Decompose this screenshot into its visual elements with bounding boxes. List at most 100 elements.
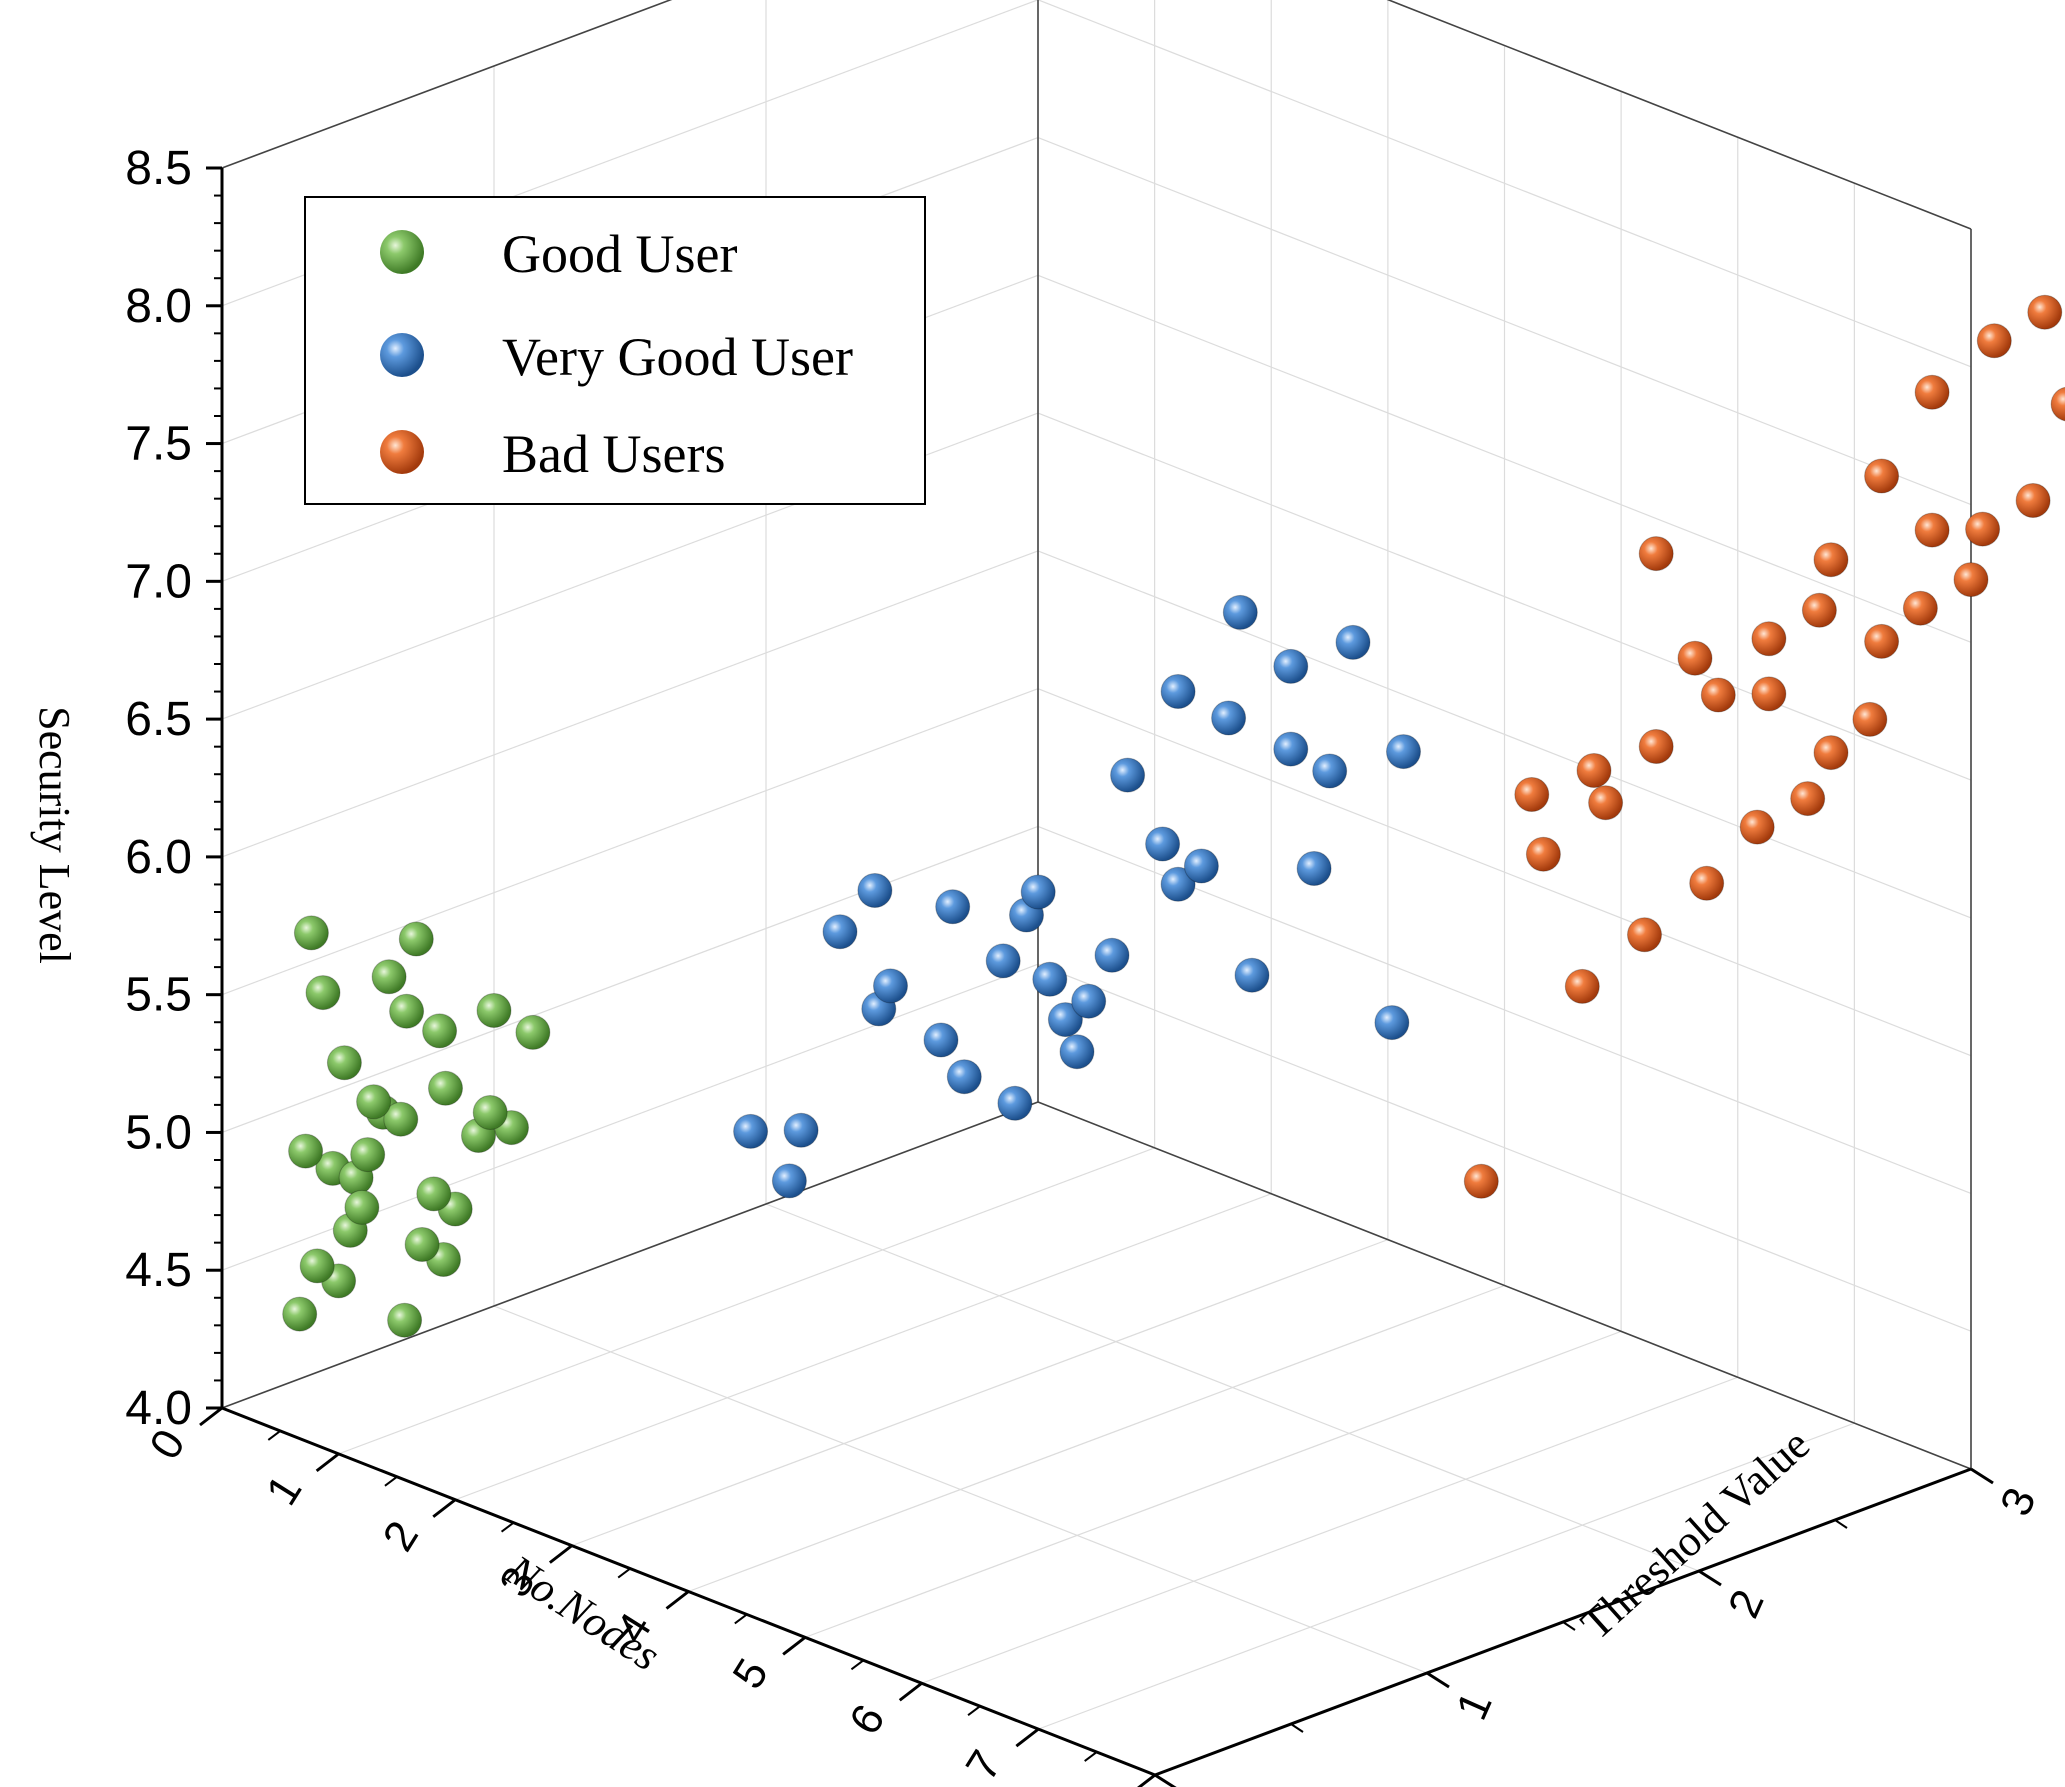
very-good-user-point [1071, 983, 1107, 1019]
bad-users-point [1801, 592, 1837, 628]
bad-users-point [1864, 623, 1900, 659]
bad-users-point [1564, 968, 1600, 1004]
good-user-point [515, 1014, 551, 1050]
gridline-floor-x [1038, 1422, 1855, 1730]
gridline-floor-y [765, 1203, 1700, 1572]
very-good-user-point [1094, 937, 1130, 973]
gridline-left-wall-z [221, 0, 672, 169]
good-user-point [288, 1133, 324, 1169]
very-good-user-point [1032, 961, 1068, 997]
y-major-tick [1970, 1467, 1994, 1485]
legend: Good User Very Good User Bad Users [304, 196, 926, 505]
good-user-point [305, 975, 341, 1011]
gridline-floor-y [493, 1305, 1428, 1674]
bad-users-point [2027, 294, 2063, 330]
bad-users-point [1739, 809, 1775, 845]
x-minor-tick [967, 1705, 981, 1716]
bad-users-point [1953, 562, 1989, 598]
good-user-point [356, 1084, 392, 1120]
gridline-floor-x [804, 1330, 1622, 1638]
very-good-user-point [1222, 594, 1258, 630]
x-tick-label: 5 [723, 1650, 778, 1697]
very-good-user-point [1374, 1005, 1410, 1041]
bad-users-point [1751, 676, 1787, 712]
y-tick-label: 1 [1447, 1685, 1502, 1727]
good-user-point [299, 1248, 335, 1284]
gridline-right-wall-z [1037, 0, 1972, 368]
z-tick-label: 5.5 [125, 969, 192, 1022]
bad-users-point [1700, 677, 1736, 713]
very-good-user-point [1047, 1002, 1083, 1038]
very-good-user-point [1273, 648, 1309, 684]
very-good-user-point [985, 943, 1021, 979]
good-user-point [371, 959, 407, 995]
gridline-floor-x [571, 1239, 1389, 1547]
y-minor-tick [1562, 1621, 1576, 1631]
very-good-user-point [1145, 826, 1181, 862]
z-tick-label: 6.0 [125, 831, 192, 884]
z-tick-label: 5.0 [125, 1106, 192, 1159]
very-good-user-point [1020, 874, 1056, 910]
frame-top-right [1386, 0, 1972, 230]
x-minor-tick [617, 1567, 631, 1579]
y-major-tick [1698, 1569, 1722, 1587]
legend-marker-very-good-user [380, 333, 424, 377]
good-user-point [387, 1302, 423, 1338]
x-minor-tick [734, 1613, 748, 1625]
bad-users-point [1638, 536, 1674, 572]
bad-users-point [1813, 542, 1849, 578]
bad-users-point [2050, 386, 2065, 422]
bad-users-point [1525, 836, 1561, 872]
very-good-user-point [733, 1113, 769, 1149]
gridline-right-wall-z [1037, 963, 1972, 1332]
bad-users-point [1914, 374, 1950, 410]
bad-users-point [1463, 1163, 1499, 1199]
very-good-user-point [1312, 753, 1348, 789]
x-major-tick [782, 1636, 807, 1656]
bad-users-point [1976, 323, 2012, 359]
bad-users-point [1965, 511, 2001, 547]
y-axis-label: Threshold Value [1572, 1419, 1819, 1649]
very-good-user-point [771, 1163, 807, 1199]
very-good-user-point [923, 1022, 959, 1058]
gridline-right-wall-z [1037, 412, 1972, 781]
x-minor-tick [267, 1430, 281, 1441]
z-tick-label: 4.0 [125, 1382, 192, 1435]
x-minor-tick [500, 1521, 515, 1533]
x-tick-label: 6 [840, 1696, 895, 1743]
gridline-left-wall-z [221, 825, 1039, 1134]
very-good-user-point [873, 968, 908, 1004]
x-major-tick [665, 1590, 690, 1610]
legend-label-good-user: Good User [502, 224, 737, 284]
good-user-point [350, 1137, 386, 1173]
good-user-point [398, 921, 434, 957]
very-good-user-point [1335, 624, 1371, 660]
very-good-user-point [1234, 957, 1270, 993]
very-good-user-point [935, 889, 971, 925]
very-good-user-point [1183, 848, 1219, 884]
z-tick-label: 7.0 [125, 555, 192, 608]
very-good-user-point [1211, 700, 1247, 736]
gridline-right-wall-z [1037, 136, 1972, 506]
y-major-tick [1154, 1773, 1177, 1787]
bad-users-point [2015, 483, 2051, 518]
legend-label-bad-users: Bad Users [502, 424, 725, 484]
bad-users-point [1902, 590, 1938, 626]
frame-floor-right [1037, 1101, 1972, 1470]
y-minor-tick [1290, 1723, 1304, 1733]
very-good-user-point [822, 914, 858, 950]
z-tick-label: 8.5 [125, 142, 192, 195]
x-axis-label: No.Nodes [496, 1545, 668, 1681]
x-minor-tick [850, 1659, 865, 1671]
gridline-left-wall-z [221, 688, 1039, 996]
good-user-point [383, 1101, 419, 1137]
gridline-right-wall-z [1037, 688, 1972, 1057]
good-user-point [476, 993, 512, 1028]
gridline-floor-x [688, 1284, 1505, 1593]
good-user-point [428, 1070, 463, 1106]
bad-users-point [1864, 458, 1900, 494]
y-tick-label: 3 [1991, 1481, 2046, 1523]
good-user-point [389, 993, 425, 1029]
very-good-user-point [997, 1085, 1033, 1121]
bad-users-point [1576, 753, 1612, 788]
